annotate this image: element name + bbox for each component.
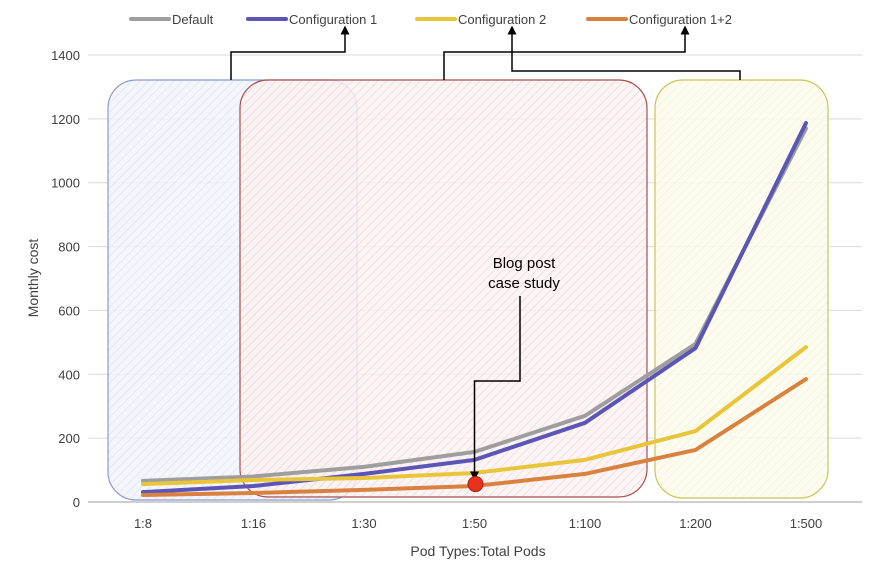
region-connectors: [230, 25, 741, 80]
legend-label: Configuration 1+2: [629, 12, 732, 27]
connector-yellow-to-config2: [507, 25, 741, 80]
x-tick-label: 1:500: [790, 516, 823, 531]
annotation-marker: [467, 476, 484, 493]
x-axis-label: Pod Types:Total Pods: [410, 543, 545, 559]
connector-blue-to-config1: [230, 25, 350, 80]
y-tick-label: 600: [58, 303, 80, 318]
connector-red: [443, 25, 690, 80]
y-tick-label: 200: [58, 431, 80, 446]
y-tick-label: 800: [58, 240, 80, 255]
annotation-arrow: [470, 296, 521, 481]
y-tick-label: 1000: [51, 176, 80, 191]
y-tick-label: 400: [58, 367, 80, 382]
x-tick-label: 1:30: [351, 516, 376, 531]
x-tick-label: 1:200: [679, 516, 712, 531]
x-tick-label: 1:50: [462, 516, 487, 531]
x-tick-label: 1:16: [241, 516, 266, 531]
y-tick-label: 1200: [51, 112, 80, 127]
x-tick-label: 1:100: [569, 516, 602, 531]
annotation-text: case study: [488, 275, 560, 292]
x-tick-label: 1:8: [134, 516, 152, 531]
annotation-text: Blog post: [493, 255, 556, 272]
y-axis-label: Monthly cost: [25, 239, 41, 318]
y-tick-label: 1400: [51, 48, 80, 63]
highlight-region: [239, 79, 648, 498]
y-tick-label: 0: [73, 495, 80, 510]
legend-label: Configuration 1: [289, 12, 377, 27]
legend-label: Default: [172, 12, 214, 27]
legend-label: Configuration 2: [458, 12, 546, 27]
